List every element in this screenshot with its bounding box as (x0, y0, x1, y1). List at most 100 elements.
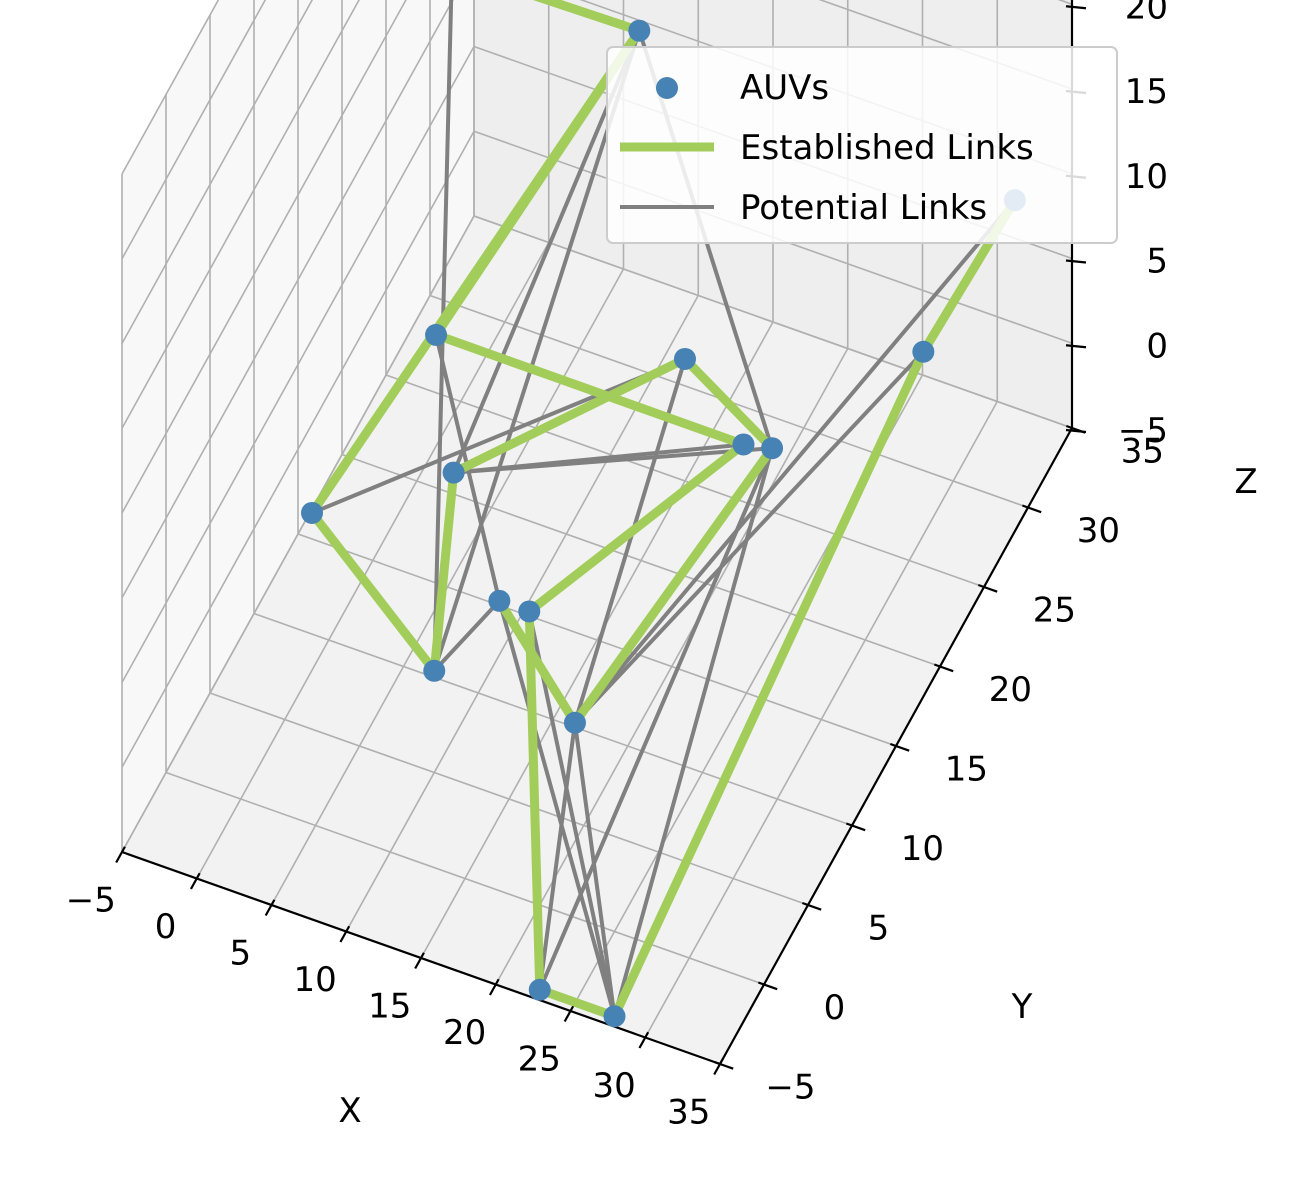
x-tick-label: 15 (368, 987, 411, 1027)
established-link (610, 347, 928, 1021)
y-tick-label: 20 (989, 670, 1032, 710)
grid-line-z-wall (121, 0, 454, 599)
y-tick-label: 5 (868, 909, 890, 949)
established-link (431, 330, 748, 449)
x-tick (414, 952, 425, 970)
auv-point (563, 711, 586, 734)
grid-line-z-wall (121, 0, 360, 429)
potential-link (612, 446, 775, 1019)
y-tick-label: 35 (1121, 432, 1164, 472)
potential-link (537, 446, 775, 992)
y-tick-label: 25 (1033, 591, 1076, 631)
potential-link (572, 198, 1017, 725)
z-tick-label: −5 (1118, 411, 1168, 451)
grid-line-y-floor (165, 771, 765, 986)
auv-point (425, 323, 448, 346)
auv-point (528, 978, 551, 1001)
y-tick (933, 663, 954, 673)
auv-point (732, 433, 755, 456)
x-tick (189, 872, 201, 890)
x-tick-label: 30 (592, 1066, 635, 1106)
auv-point (423, 659, 446, 682)
x-tick (638, 1031, 650, 1049)
x-tick-label: 10 (293, 960, 336, 1000)
grid-line-y-floor (341, 453, 941, 668)
z-tick-label: 5 (1146, 242, 1168, 282)
x-tick (339, 925, 351, 943)
auv-point (912, 340, 935, 363)
grid-line-y-floor (385, 374, 985, 588)
established-link (429, 468, 459, 676)
grid-line-z-wall (121, 0, 220, 175)
x-tick (563, 1005, 575, 1023)
legend: AUVs Established Links Potential Links (606, 46, 1118, 244)
z-tick-label: 20 (1125, 0, 1168, 27)
y-tick (1021, 504, 1042, 514)
x-tick (115, 846, 126, 864)
auv-point (442, 461, 465, 484)
potential-link (451, 446, 775, 475)
z-tick-label: 10 (1125, 157, 1168, 197)
axis-labels: X Y Z (338, 462, 1257, 1131)
y-tick (801, 901, 822, 911)
established-link (533, 0, 644, 36)
x-tick-label: 20 (443, 1013, 486, 1053)
z-tick (1065, 428, 1087, 434)
y-tick-label: −5 (765, 1068, 815, 1108)
legend-label-auvs: AUVs (740, 68, 829, 108)
grid-line-z-wall (121, 0, 267, 260)
established-link (535, 985, 619, 1021)
x-tick-label: 0 (155, 907, 177, 947)
y-tick-label: 10 (901, 829, 944, 869)
grid-line-y-floor (297, 533, 897, 747)
x-tick-label: 5 (229, 934, 251, 974)
x-tick (264, 899, 276, 917)
z-tick-label: 15 (1125, 72, 1168, 112)
x-tick-label: 25 (518, 1040, 561, 1080)
potential-link (432, 598, 502, 673)
grid-line-y-floor (209, 692, 809, 906)
x-tick-label: 35 (667, 1093, 710, 1133)
legend-marker-auvs (656, 77, 678, 99)
y-tick (845, 822, 866, 832)
potential-link (537, 720, 577, 992)
y-axis-label: Y (1011, 987, 1033, 1027)
y-tick (977, 583, 998, 593)
grid-line-z-wall (121, 0, 407, 514)
auv-point (674, 347, 696, 370)
z-axis-label: Z (1234, 462, 1257, 502)
y-tick-label: 30 (1077, 511, 1120, 551)
established-link (570, 443, 777, 728)
y-tick-label: 15 (945, 750, 988, 790)
grid-line-z-wall (121, 0, 314, 344)
x-tick (713, 1058, 724, 1076)
grid-line-z-wall (121, 46, 475, 683)
tick-labels: −505101520253035−505101520253035−5051015… (66, 0, 1168, 1133)
auv-point (628, 19, 651, 42)
y-tick-label: 0 (824, 988, 846, 1028)
z-tick (1065, 344, 1087, 349)
auv-point (761, 437, 784, 460)
z-tick-label: 0 (1146, 326, 1168, 366)
auv-point (518, 600, 541, 623)
established-link (307, 26, 644, 518)
x-axis-label: X (338, 1091, 361, 1131)
established-link (680, 354, 777, 453)
x-tick-label: −5 (66, 881, 116, 921)
grid-line-z-wall (121, 215, 475, 853)
x-tick (488, 978, 500, 996)
established-link (449, 354, 690, 478)
z-tick (1065, 5, 1087, 10)
grid-line-z-back (473, 215, 1073, 429)
y-tick (713, 1060, 734, 1070)
z-tick (1065, 259, 1087, 264)
legend-label-established: Established Links (740, 128, 1034, 168)
potential-link (497, 598, 617, 1019)
established-link (524, 439, 748, 616)
legend-frame (606, 46, 1118, 244)
auv-point (301, 501, 323, 524)
potential-link (572, 720, 617, 1019)
established-link (494, 596, 580, 728)
auv-point (603, 1005, 626, 1028)
established-link (307, 508, 439, 676)
